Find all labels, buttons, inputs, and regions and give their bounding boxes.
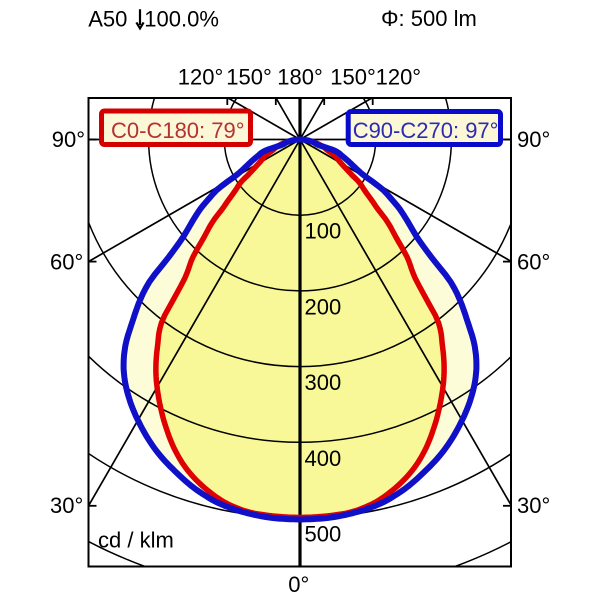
svg-text:300: 300	[305, 370, 342, 395]
svg-text:100.0%: 100.0%	[144, 7, 219, 32]
svg-text:150°: 150°	[330, 65, 376, 90]
svg-text:C0-C180: 79°: C0-C180: 79°	[111, 118, 245, 143]
svg-text:Φ: 500 lm: Φ: 500 lm	[381, 6, 477, 31]
svg-text:90°: 90°	[517, 127, 550, 152]
svg-text:C90-C270: 97°: C90-C270: 97°	[353, 118, 499, 143]
svg-text:30°: 30°	[517, 493, 550, 518]
svg-text:200: 200	[305, 294, 342, 319]
svg-text:400: 400	[305, 446, 342, 471]
svg-text:60°: 60°	[517, 250, 550, 275]
svg-text:60°: 60°	[50, 250, 83, 275]
svg-text:500: 500	[305, 522, 342, 547]
svg-text:30°: 30°	[50, 493, 83, 518]
svg-text:180°: 180°	[277, 65, 323, 90]
svg-text:90°: 90°	[52, 127, 85, 152]
svg-text:120°: 120°	[178, 65, 224, 90]
svg-text:100: 100	[305, 219, 342, 244]
svg-text:120°: 120°	[376, 65, 422, 90]
svg-text:cd / klm: cd / klm	[98, 528, 174, 553]
svg-text:A50: A50	[88, 7, 127, 32]
svg-text:0°: 0°	[288, 572, 309, 597]
svg-text:150°: 150°	[226, 65, 272, 90]
